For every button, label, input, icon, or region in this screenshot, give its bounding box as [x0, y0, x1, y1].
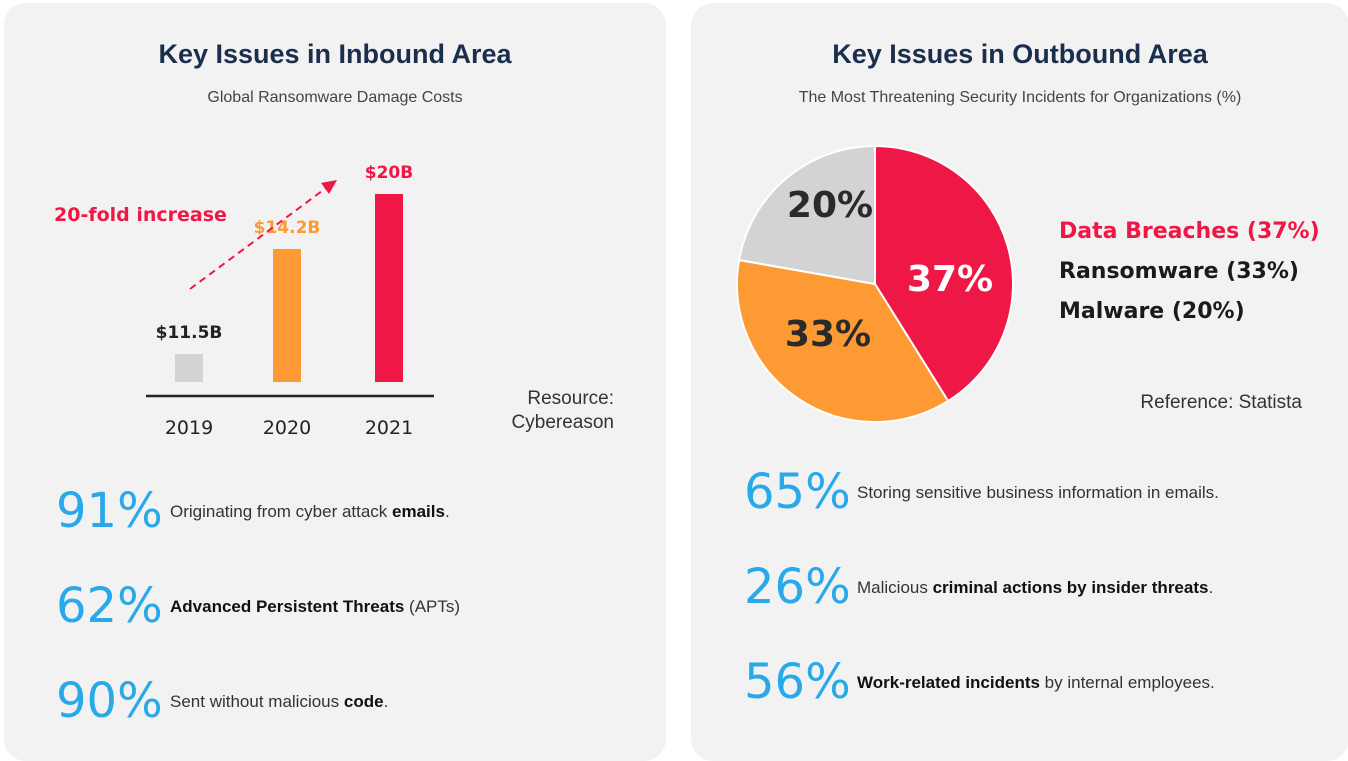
outbound-title: Key Issues in Outbound Area: [832, 39, 1208, 69]
resource-name: Cybereason: [511, 412, 614, 433]
trend-arrow-head: [321, 180, 337, 194]
inbound-title: Key Issues in Inbound Area: [158, 39, 512, 69]
inbound-stat-emphasis-2: Advanced Persistent Threats: [170, 597, 405, 616]
inbound-stat-emphasis-1: emails: [392, 502, 445, 521]
reference-source: Reference: Statista: [1140, 392, 1302, 413]
data-label-2020: $14.2B: [254, 218, 321, 238]
tick-label-2020: 2020: [263, 417, 311, 439]
outbound-stat-emphasis-3: Work-related incidents: [857, 673, 1040, 692]
outbound-stat-text-2: Malicious criminal actions by insider th…: [857, 578, 1214, 597]
bar-2020: [273, 249, 301, 382]
inbound-subtitle: Global Ransomware Damage Costs: [207, 89, 463, 106]
pie-slice-2: [736, 258, 950, 423]
inbound-panel: Key Issues in Inbound Area Global Ransom…: [4, 3, 666, 761]
inbound-stat-text-2: Advanced Persistent Threats (APTs): [170, 597, 461, 616]
bar-2021: [375, 194, 403, 382]
resource-source: Resource: Cybereason: [474, 387, 614, 435]
security-incidents-pie-chart: 37% 33% 20%: [736, 144, 1014, 423]
outbound-panel: Key Issues in Outbound Area The Most Thr…: [691, 3, 1348, 761]
outbound-stat-text-3: Work-related incidents by internal emplo…: [857, 673, 1215, 692]
pie-label-2: 33%: [785, 314, 871, 355]
legend-item-2: Ransomware (33%): [1059, 259, 1299, 284]
outbound-stat-pct-2: 26%: [744, 559, 851, 615]
inbound-stat-pct-3: 90%: [56, 673, 163, 729]
inbound-stat-pct-2: 62%: [56, 578, 163, 634]
bar-2019: [175, 354, 203, 382]
data-label-2021: $20B: [365, 163, 413, 183]
legend-item-3: Malware (20%): [1059, 299, 1245, 324]
outbound-stat-emphasis-2: criminal actions by insider threats: [932, 578, 1209, 597]
outbound-stat-text-1: Storing sensitive business information i…: [857, 483, 1219, 502]
inbound-stat-emphasis-3: code: [343, 692, 384, 711]
ransomware-bar-chart: 2019 $11.5B 2020 $14.2B 2021 $20B 20-fold incr…: [54, 163, 434, 439]
pie-label-3: 20%: [787, 185, 873, 226]
resource-label: Resource:: [527, 388, 614, 409]
inbound-stat-text-1: Originating from cyber attack emails.: [170, 502, 450, 521]
pie-slice-1: [874, 144, 1014, 403]
inbound-stat-pct-1: 91%: [56, 483, 163, 539]
increase-annotation: 20-fold increase: [54, 204, 227, 226]
pie-slice-3: [737, 144, 876, 286]
pie-label-1: 37%: [907, 259, 993, 300]
tick-label-2019: 2019: [165, 417, 213, 439]
outbound-stat-pct-1: 65%: [744, 464, 851, 520]
outbound-subtitle: The Most Threatening Security Incidents …: [798, 89, 1242, 106]
data-label-2019: $11.5B: [156, 323, 223, 343]
tick-label-2021: 2021: [365, 417, 413, 439]
trend-arrow-line: [189, 187, 327, 290]
inbound-stat-text-3: Sent without malicious code.: [170, 692, 389, 711]
outbound-stat-pct-3: 56%: [744, 654, 851, 710]
legend-item-1: Data Breaches (37%): [1059, 219, 1320, 244]
